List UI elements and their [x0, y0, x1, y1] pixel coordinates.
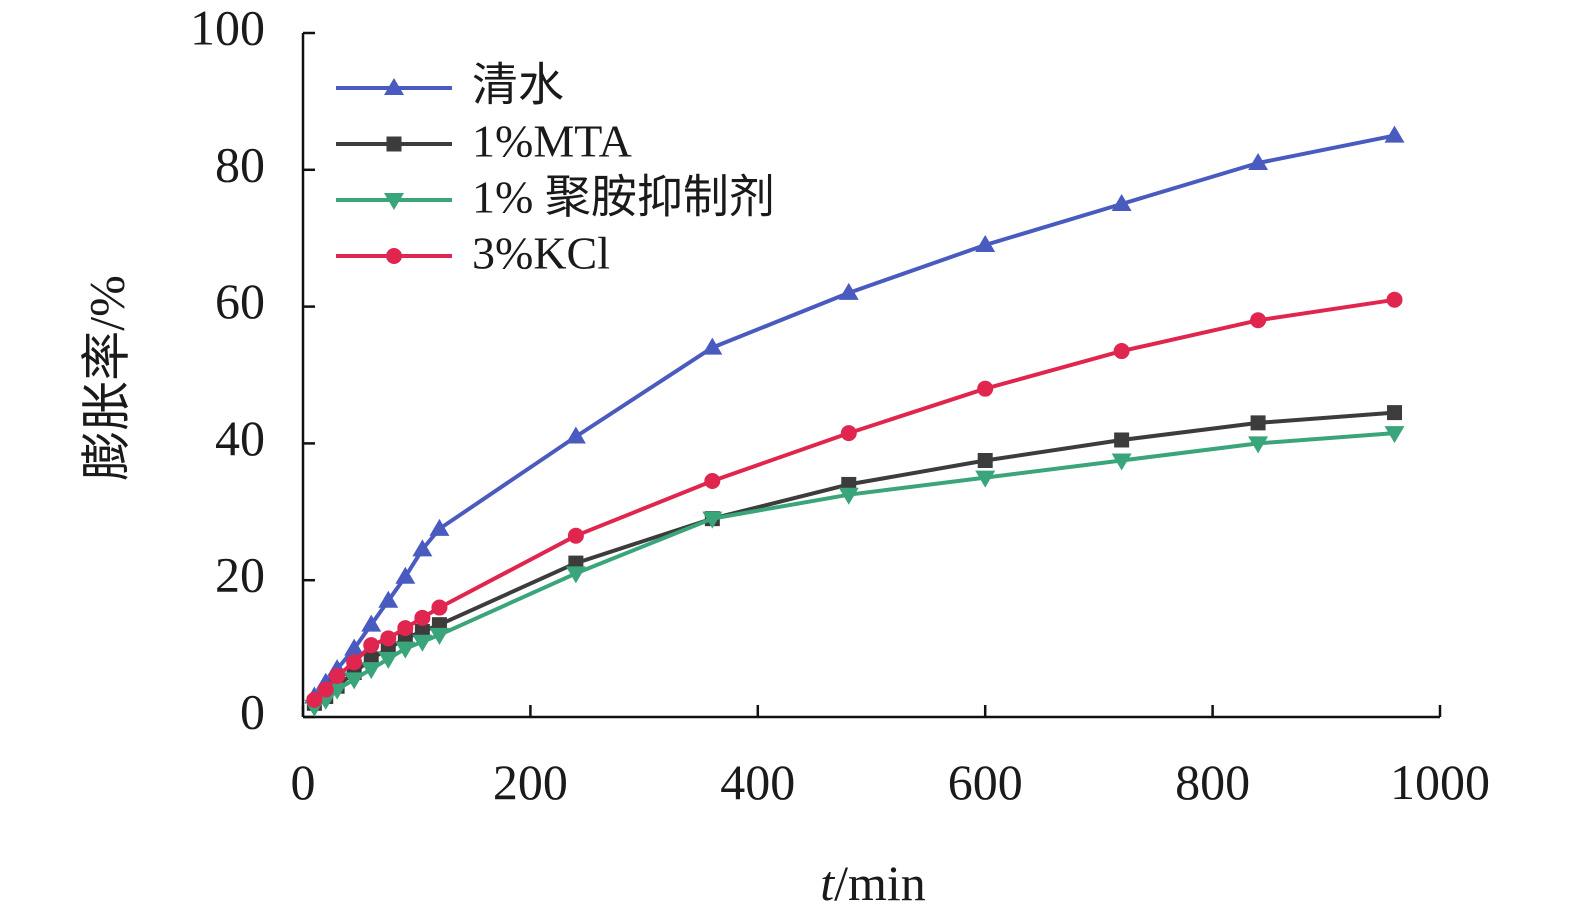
data-point: [975, 470, 996, 488]
legend-swatch-marker: [386, 136, 402, 152]
legend-item: 1% 聚胺抑制剂: [336, 172, 775, 223]
data-point: [704, 473, 721, 490]
series-2: [304, 426, 1405, 717]
data-point: [429, 627, 450, 645]
y-tick-label: 0: [240, 683, 265, 739]
data-point: [306, 691, 323, 708]
y-axis-title: 膨胀率/%: [78, 275, 134, 481]
data-point: [565, 426, 586, 444]
series-line: [313, 410, 1395, 706]
x-tick-label: 1000: [1390, 754, 1490, 810]
data-point: [977, 453, 993, 468]
data-point: [346, 654, 363, 671]
y-tick-label: 20: [215, 547, 265, 603]
series-0: [304, 125, 1405, 704]
series-3: [306, 291, 1403, 708]
data-point: [429, 518, 450, 536]
data-point: [1250, 312, 1267, 329]
data-point: [361, 662, 382, 680]
y-tick-label: 40: [215, 410, 265, 466]
data-point: [395, 641, 416, 659]
data-point: [1113, 343, 1130, 360]
data-point: [361, 614, 382, 632]
data-point: [397, 620, 414, 637]
x-tick-label: 800: [1175, 754, 1250, 810]
x-tick-label: 600: [948, 754, 1023, 810]
legend-swatch-marker: [386, 248, 402, 264]
data-point: [363, 637, 380, 654]
y-tick-label: 60: [215, 273, 265, 329]
data-point: [414, 609, 431, 626]
data-point: [317, 681, 334, 698]
data-point: [702, 511, 723, 529]
series-layer: [304, 125, 1405, 717]
data-point: [840, 425, 857, 442]
legend-swatch-marker: [384, 193, 404, 210]
legend-item: 清水: [336, 60, 564, 111]
data-point: [975, 235, 996, 253]
legend-label: 1% 聚胺抑制剂: [472, 172, 775, 223]
data-point: [344, 638, 365, 656]
data-point: [412, 539, 433, 557]
data-point: [565, 566, 586, 584]
series-line: [313, 431, 1395, 709]
y-tick-label: 100: [190, 0, 265, 55]
data-point: [329, 667, 346, 684]
data-point: [977, 380, 994, 397]
data-point: [378, 590, 399, 608]
data-point: [567, 527, 584, 544]
legend-label: 1%MTA: [472, 116, 632, 167]
series-line: [313, 297, 1395, 702]
data-point: [395, 566, 416, 584]
legend-label: 清水: [472, 60, 564, 111]
x-axis-title-unit: /min: [834, 855, 926, 911]
legend-item: 1%MTA: [336, 116, 632, 167]
series-1: [306, 405, 1403, 711]
data-point: [1111, 453, 1132, 471]
data-point: [378, 651, 399, 669]
legend-swatch-marker: [384, 78, 404, 95]
legend-label: 3%KCl: [472, 228, 610, 279]
data-point: [1386, 291, 1403, 308]
data-point: [702, 337, 723, 355]
data-point: [1384, 426, 1405, 444]
x-tick-label: 0: [291, 754, 316, 810]
data-point: [380, 630, 397, 647]
data-point: [1114, 432, 1130, 448]
data-point: [412, 634, 433, 652]
data-point: [1384, 125, 1405, 143]
data-point: [344, 672, 365, 690]
data-point: [838, 282, 859, 300]
x-tick-label: 400: [720, 754, 795, 810]
data-point: [1111, 194, 1132, 211]
x-axis-title: t/min: [820, 855, 926, 911]
series-line: [312, 133, 1395, 698]
data-point: [1387, 405, 1403, 421]
data-point: [1250, 415, 1266, 431]
data-point: [1248, 436, 1269, 454]
data-point: [838, 487, 859, 505]
y-tick-label: 80: [215, 136, 265, 192]
data-point: [1248, 152, 1269, 170]
x-axis-title-var: t: [820, 855, 835, 911]
legend-item: 3%KCl: [336, 228, 610, 279]
x-tick-label: 200: [493, 754, 568, 810]
data-point: [431, 599, 448, 616]
